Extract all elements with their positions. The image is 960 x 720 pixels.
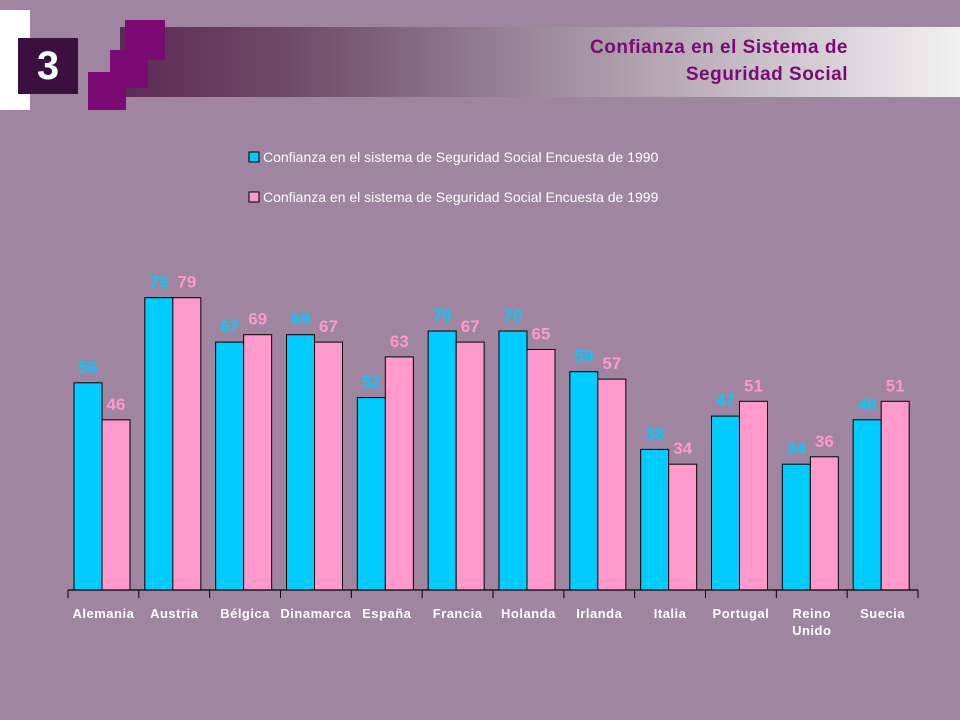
legend-swatch [248,191,260,203]
x-tick-label: Portugal [713,606,770,621]
slide-number: 3 [36,43,60,88]
data-label: 69 [291,310,310,329]
data-label: 63 [390,332,409,351]
bar [356,397,386,591]
bar [172,297,202,591]
bar [711,415,740,591]
bar [781,463,811,591]
bar [498,330,528,591]
data-label: 67 [319,317,338,336]
data-label: 69 [248,310,267,329]
slide-title: Confianza en el Sistema de Seguridad Soc… [590,34,848,88]
data-label: 36 [815,432,834,451]
data-label: 70 [433,306,452,325]
data-label: 70 [504,306,523,325]
bar [215,341,245,591]
data-label: 67 [461,317,480,336]
data-label: 65 [532,325,551,344]
bar [243,334,273,591]
x-tick-label: Alemania [73,606,135,621]
x-tick-label: Holanda [501,606,556,621]
x-tick-label: Bélgica [220,606,270,621]
bar [384,356,414,591]
bar [526,349,556,591]
bar [597,378,627,591]
x-tick-label: Irlanda [576,606,622,621]
x-tick-label: Francia [433,606,483,621]
bar [455,341,485,591]
data-label: 79 [177,273,196,292]
data-label: 46 [107,395,126,414]
bar [852,419,882,591]
bar [569,371,599,591]
data-label: 34 [787,439,806,458]
data-label: 51 [744,376,763,395]
data-label: 52 [362,373,381,392]
x-tick-label: España [362,606,412,621]
legend-label: Confianza en el sistema de Seguridad Soc… [263,189,659,205]
bar [144,297,174,591]
slide-title-line-2: Seguridad Social [685,64,848,85]
bar [809,456,839,591]
x-tick-label: Suecia [860,606,905,621]
bar [286,334,315,591]
bar [668,463,698,591]
data-label: 79 [149,273,168,292]
data-label: 67 [220,317,239,336]
x-tick-label: Dinamarca [280,606,351,621]
legend-swatch [248,151,260,163]
x-tick-label: Reino [792,606,831,621]
slide-number-badge: 3 [18,38,78,94]
legend-label: Confianza en el sistema de Seguridad Soc… [263,149,659,165]
bar [427,330,457,591]
x-tick-label: Unido [792,623,831,638]
data-label: 38 [645,424,664,443]
data-label: 59 [574,347,593,366]
bar [739,400,768,591]
bar [880,400,910,591]
header-gradient-bar [120,27,960,97]
data-label: 47 [716,391,735,410]
data-label: 46 [858,395,877,414]
bar [640,448,670,591]
data-label: 51 [886,376,905,395]
data-label: 34 [673,439,692,458]
decorative-square [88,72,126,110]
x-tick-label: Italia [654,606,687,621]
x-tick-label: Austria [150,606,199,621]
bar [73,382,103,591]
data-label: 56 [79,358,98,377]
bar [101,419,131,591]
slide-title-line-1: Confianza en el Sistema de [590,37,848,58]
bar [314,341,343,591]
data-label: 57 [602,354,621,373]
